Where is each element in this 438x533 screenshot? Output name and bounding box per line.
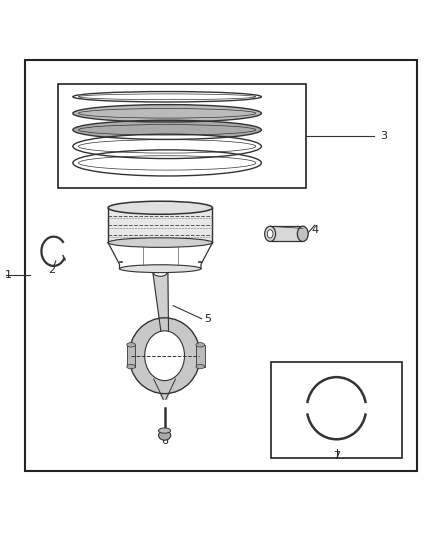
Ellipse shape [154,270,167,276]
Ellipse shape [73,134,261,158]
Ellipse shape [127,365,135,369]
Ellipse shape [129,318,200,394]
Bar [271,362,402,458]
Ellipse shape [73,92,261,102]
Text: 7: 7 [333,451,340,461]
Text: 1: 1 [4,270,11,280]
Polygon shape [154,379,176,399]
Ellipse shape [108,238,212,247]
Ellipse shape [265,226,276,241]
Polygon shape [152,271,169,343]
Bar [127,345,135,367]
Ellipse shape [73,150,261,176]
Bar [58,84,306,188]
Text: 2: 2 [48,265,55,275]
Ellipse shape [73,104,261,122]
Ellipse shape [73,120,261,140]
Ellipse shape [127,343,135,347]
Ellipse shape [159,428,171,433]
Ellipse shape [108,201,212,214]
Ellipse shape [120,265,201,272]
Text: 6: 6 [161,435,168,446]
Bar [196,345,205,367]
Ellipse shape [159,431,171,440]
Ellipse shape [267,230,273,238]
Bar [270,226,303,241]
Text: 3: 3 [380,131,387,141]
Text: 4: 4 [311,224,318,235]
Ellipse shape [145,331,184,381]
Ellipse shape [196,343,205,347]
Ellipse shape [196,365,205,369]
Ellipse shape [297,226,308,241]
Text: 5: 5 [205,314,212,324]
